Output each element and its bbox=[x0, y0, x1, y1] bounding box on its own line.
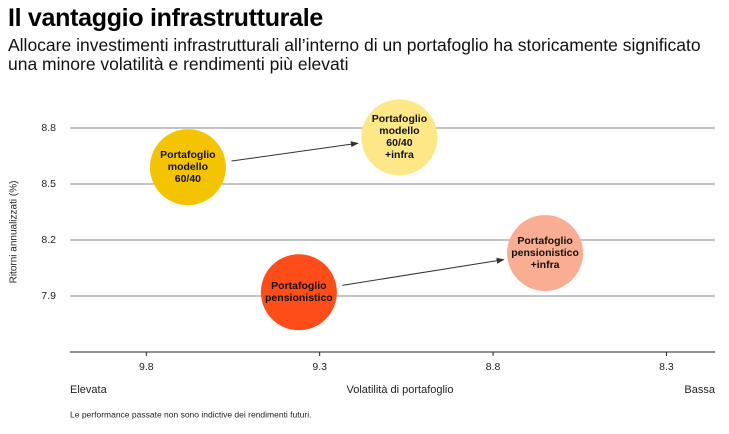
bubble bbox=[361, 99, 438, 176]
bubble-label: Portafoglio modello 60/40 bbox=[160, 149, 216, 186]
x-left-label: Elevata bbox=[70, 384, 108, 396]
x-right-label: Bassa bbox=[684, 384, 715, 396]
chart-title: Il vantaggio infrastrutturale bbox=[8, 4, 323, 32]
bubble bbox=[507, 215, 584, 292]
arrow bbox=[231, 141, 359, 162]
x-tick-label: 9.8 bbox=[139, 361, 154, 373]
bubble-label: Portafoglio modello 60/40 +infra bbox=[371, 113, 428, 162]
x-tick-label: 8.8 bbox=[486, 361, 501, 373]
chart-subtitle: Allocare investimenti infrastrutturali a… bbox=[8, 35, 701, 74]
x-tick-label: 9.3 bbox=[312, 361, 327, 373]
bubble bbox=[260, 254, 337, 331]
y-tick-label: 7.9 bbox=[41, 290, 56, 302]
x-tick-label: 8.3 bbox=[659, 361, 674, 373]
arrow bbox=[342, 257, 505, 286]
footnote: Le performance passate non sono indictiv… bbox=[70, 409, 311, 419]
x-axis-label: Volatilità di portafoglio bbox=[346, 384, 453, 396]
y-axis-label: Ritorni annualizzati (%) bbox=[9, 181, 20, 284]
y-tick-label: 8.5 bbox=[41, 178, 56, 190]
bubble bbox=[149, 129, 226, 206]
y-tick-label: 8.2 bbox=[41, 234, 56, 246]
y-tick-label: 8.8 bbox=[41, 122, 56, 134]
bubble-label: Portafoglio pensionistico bbox=[265, 280, 333, 305]
bubble-label: Portafoglio pensionistico +infra bbox=[511, 235, 579, 272]
